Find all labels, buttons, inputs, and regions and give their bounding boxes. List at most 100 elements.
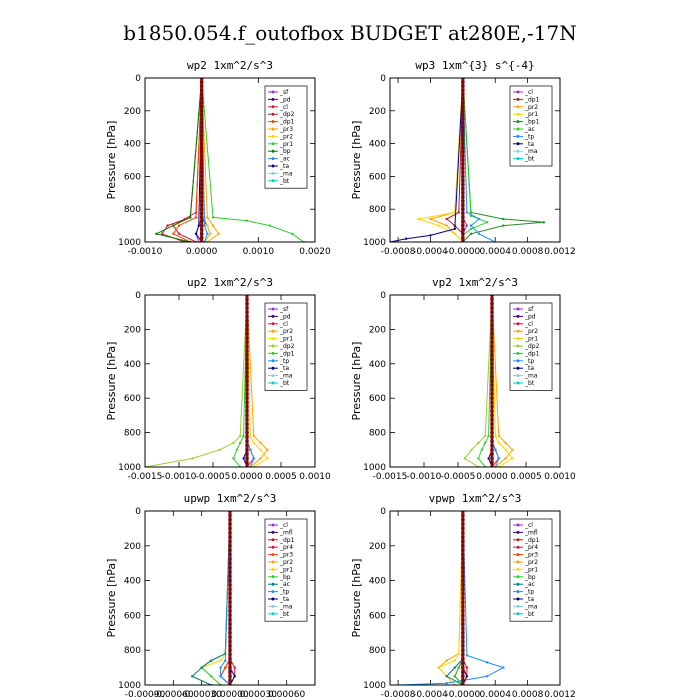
data-point <box>249 434 252 438</box>
legend-label: _ma <box>524 148 538 155</box>
legend: _sf_pd_cl_pr2_pr1_dp2_dp1_tp_ta_ma_bt <box>509 302 553 391</box>
data-point <box>245 362 249 366</box>
data-point <box>445 217 448 221</box>
legend-label: _cl <box>279 522 288 529</box>
data-point <box>199 88 204 93</box>
data-point <box>490 413 494 418</box>
legend-label: _mfl <box>524 529 538 536</box>
x-tick-label: -0.0008 <box>381 247 416 257</box>
series-line-pr1 <box>191 511 231 685</box>
data-point <box>199 100 204 105</box>
legend-label: _ac <box>279 581 290 588</box>
data-point <box>199 170 204 175</box>
legend-marker <box>271 530 275 534</box>
data-point <box>490 435 494 439</box>
data-point <box>484 434 487 438</box>
chart-panel-4: vp2 1xm^2/s^3 Pressure [hPa] 0 200 400 600 800… <box>350 276 576 482</box>
data-point <box>228 557 232 561</box>
data-point <box>461 591 465 596</box>
data-point <box>245 301 249 306</box>
data-point <box>429 217 432 221</box>
plot-frame <box>389 294 561 468</box>
x-tick-label: -0.00090 <box>125 690 166 700</box>
data-point <box>461 236 465 240</box>
legend-marker <box>516 545 520 549</box>
legend-label: _tp <box>524 589 534 596</box>
data-point <box>245 413 249 418</box>
data-point <box>461 232 465 236</box>
data-point <box>465 654 469 657</box>
series-line-pr1 <box>437 511 464 685</box>
y-tick-label: 200 <box>124 107 141 117</box>
data-point <box>461 596 465 600</box>
data-point <box>490 331 494 336</box>
data-point <box>465 666 469 669</box>
data-point <box>490 379 494 383</box>
legend-marker <box>516 374 520 378</box>
y-tick-label: 0 <box>135 74 141 84</box>
data-point <box>199 125 204 129</box>
x-tick-label: 0.0004 <box>479 247 511 257</box>
legend-marker <box>516 366 520 370</box>
data-point <box>461 674 465 679</box>
data-point <box>206 232 209 235</box>
legend-label: _cl <box>279 321 288 328</box>
data-point <box>461 578 465 583</box>
series-line-cl <box>172 78 203 242</box>
legend-marker <box>271 604 275 608</box>
data-point <box>228 526 232 531</box>
data-point <box>417 217 420 221</box>
data-point <box>477 457 480 460</box>
legend-label: _dp2 <box>524 343 540 350</box>
y-tick-label: 0 <box>380 74 386 84</box>
data-point <box>239 434 242 438</box>
data-point <box>228 648 232 652</box>
y-tick-label: 400 <box>369 360 386 370</box>
legend-label: _bp <box>524 574 536 581</box>
series-line-dp1 <box>232 295 248 467</box>
data-point <box>461 644 465 648</box>
data-point <box>485 221 489 224</box>
data-point <box>228 574 232 579</box>
data-point <box>199 223 204 228</box>
legend-marker <box>516 351 520 355</box>
data-point <box>199 162 204 166</box>
x-tick-label: 0.0008 <box>512 690 544 700</box>
data-point <box>252 457 255 460</box>
x-tick-label: -0.00030 <box>181 690 222 700</box>
data-point <box>245 370 249 375</box>
data-point <box>461 117 465 121</box>
y-tick-label: 0 <box>135 507 141 517</box>
data-point <box>245 460 249 465</box>
data-point <box>199 154 204 158</box>
data-point <box>228 591 232 596</box>
data-point <box>445 659 448 662</box>
data-point <box>502 224 505 227</box>
data-point <box>461 522 465 526</box>
data-point <box>228 517 232 522</box>
data-point <box>461 552 465 557</box>
data-point <box>228 570 232 574</box>
legend-marker <box>516 134 520 138</box>
data-point <box>477 217 481 221</box>
data-point <box>189 216 192 219</box>
panel-title: upwp 1xm^2/s^3 <box>184 492 277 505</box>
data-point <box>245 422 249 426</box>
x-tick-label: 0.0012 <box>544 247 576 257</box>
data-point <box>233 666 236 669</box>
data-point <box>461 121 465 125</box>
data-point <box>461 104 465 109</box>
data-point <box>228 565 232 570</box>
data-point <box>266 448 269 451</box>
data-point <box>490 422 494 426</box>
data-point <box>497 457 500 460</box>
y-tick-label: 400 <box>124 140 141 150</box>
data-point <box>245 353 249 358</box>
data-point <box>228 561 232 565</box>
data-point <box>245 409 249 413</box>
data-point <box>457 211 461 214</box>
y-axis-label: Pressure [hPa] <box>105 121 118 200</box>
data-point <box>245 430 249 435</box>
data-point <box>245 379 249 383</box>
legend-label: _dp2 <box>279 111 295 118</box>
